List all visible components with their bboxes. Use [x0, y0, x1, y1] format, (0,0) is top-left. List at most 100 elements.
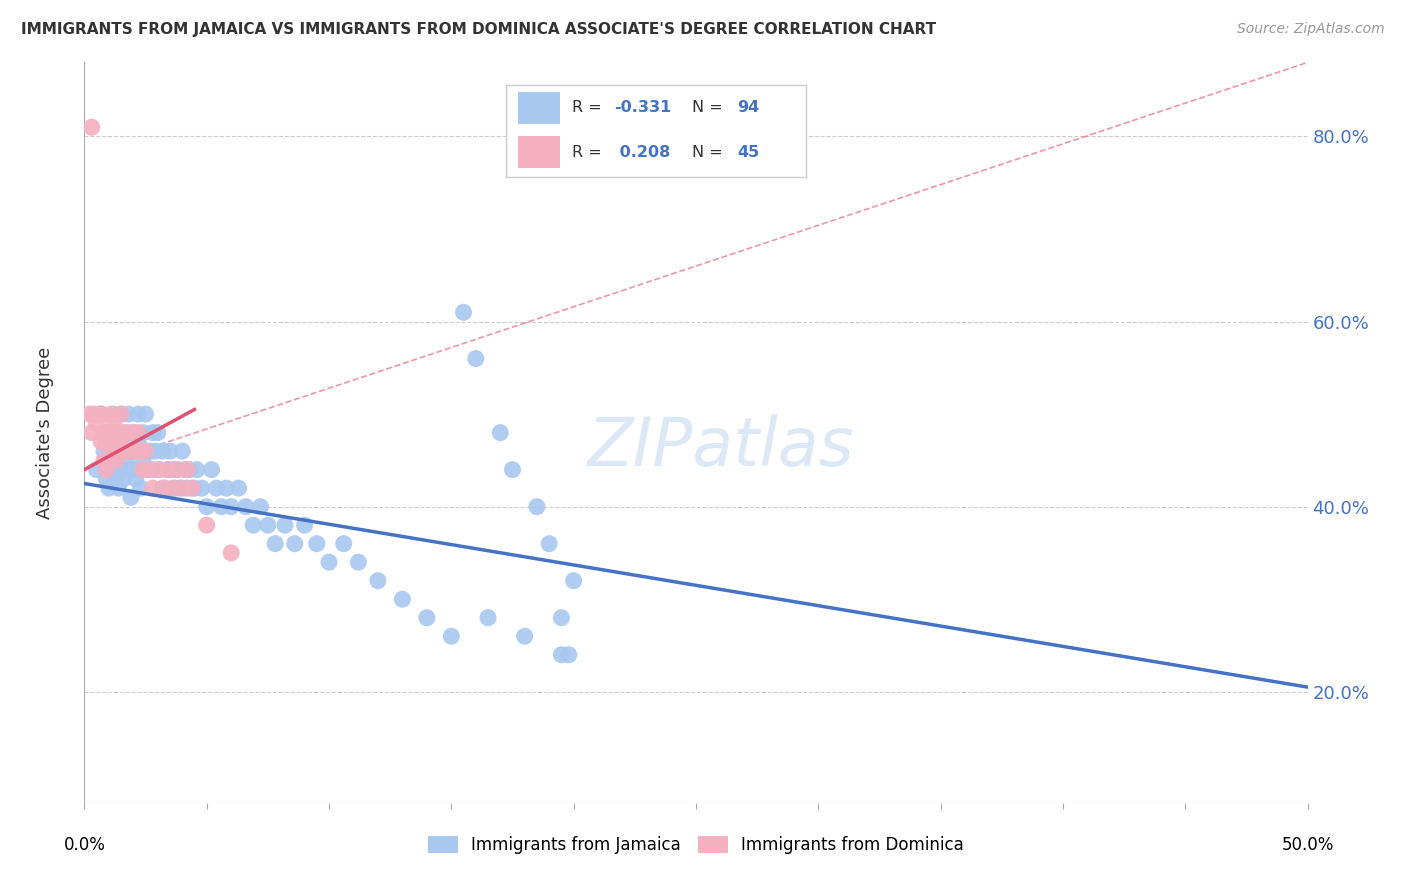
Point	[477, 610, 499, 624]
Point	[93, 425, 115, 440]
Point	[416, 610, 439, 624]
Point	[195, 500, 218, 514]
Point	[115, 444, 138, 458]
Point	[219, 500, 242, 514]
Point	[152, 444, 174, 458]
Point	[87, 407, 110, 421]
Point	[176, 481, 198, 495]
Point	[115, 453, 138, 467]
Point	[264, 536, 287, 550]
Point	[135, 407, 157, 421]
Point	[139, 444, 162, 458]
Point	[200, 462, 222, 476]
Point	[181, 481, 204, 495]
Point	[100, 434, 122, 449]
Point	[132, 453, 155, 467]
Point	[464, 351, 486, 366]
Point	[122, 462, 145, 476]
Point	[112, 472, 135, 486]
Point	[110, 462, 132, 476]
Point	[127, 434, 149, 449]
Point	[80, 425, 103, 440]
Point	[562, 574, 585, 588]
Point	[242, 518, 264, 533]
Point	[103, 407, 125, 421]
Point	[186, 462, 208, 476]
Point	[526, 500, 548, 514]
Point	[103, 417, 125, 431]
Point	[129, 481, 152, 495]
Point	[550, 648, 572, 662]
Point	[162, 481, 184, 495]
Point	[96, 434, 118, 449]
Point	[489, 425, 512, 440]
Point	[146, 462, 169, 476]
Point	[153, 481, 176, 495]
Point	[347, 555, 370, 569]
Point	[117, 444, 139, 458]
Point	[550, 610, 572, 624]
Point	[135, 444, 157, 458]
Point	[152, 481, 174, 495]
Point	[159, 444, 181, 458]
Text: Source: ZipAtlas.com: Source: ZipAtlas.com	[1237, 22, 1385, 37]
Point	[117, 407, 139, 421]
Point	[249, 500, 271, 514]
Point	[132, 462, 155, 476]
Point	[107, 434, 129, 449]
Point	[318, 555, 340, 569]
Point	[367, 574, 389, 588]
Point	[142, 462, 165, 476]
Point	[120, 491, 142, 505]
Point	[274, 518, 297, 533]
Point	[105, 425, 128, 440]
Point	[502, 462, 524, 476]
Legend: Immigrants from Jamaica, Immigrants from Dominica: Immigrants from Jamaica, Immigrants from…	[422, 830, 970, 861]
Point	[183, 481, 205, 495]
Point	[97, 481, 120, 495]
Point	[558, 648, 581, 662]
Point	[97, 453, 120, 467]
Point	[103, 462, 125, 476]
Point	[112, 444, 135, 458]
Point	[195, 518, 218, 533]
Point	[440, 629, 463, 643]
Point	[172, 481, 194, 495]
Point	[86, 462, 108, 476]
Point	[173, 462, 195, 476]
Point	[205, 481, 228, 495]
Point	[127, 407, 149, 421]
Point	[120, 444, 142, 458]
Point	[162, 462, 184, 476]
Point	[100, 434, 122, 449]
Point	[146, 425, 169, 440]
Point	[135, 444, 157, 458]
Point	[93, 444, 115, 458]
Point	[110, 407, 132, 421]
Point	[129, 462, 152, 476]
Text: 50.0%: 50.0%	[1281, 836, 1334, 855]
Point	[110, 434, 132, 449]
Point	[453, 305, 475, 319]
Point	[166, 462, 188, 476]
Point	[90, 407, 112, 421]
Point	[86, 417, 108, 431]
Point	[235, 500, 257, 514]
Point	[120, 462, 142, 476]
Point	[156, 462, 179, 476]
Point	[110, 407, 132, 421]
Point	[169, 481, 191, 495]
Point	[122, 425, 145, 440]
Point	[110, 434, 132, 449]
Point	[228, 481, 250, 495]
Text: 0.0%: 0.0%	[63, 836, 105, 855]
Point	[127, 425, 149, 440]
Text: Associate's Degree: Associate's Degree	[37, 346, 55, 519]
Point	[191, 481, 214, 495]
Point	[107, 425, 129, 440]
Point	[305, 536, 328, 550]
Point	[103, 444, 125, 458]
Point	[166, 462, 188, 476]
Point	[100, 407, 122, 421]
Point	[105, 472, 128, 486]
